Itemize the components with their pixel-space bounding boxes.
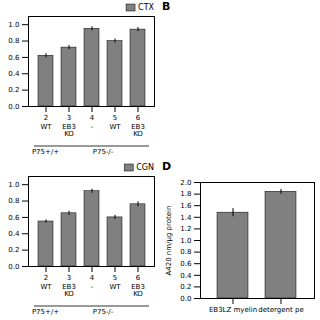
svg-text:5: 5 (113, 114, 117, 122)
svg-text:1.0: 1.0 (8, 181, 19, 189)
svg-text:0.4: 0.4 (8, 230, 20, 238)
svg-text:EB3LZ myelin: EB3LZ myelin (209, 306, 257, 314)
svg-text:0.6: 0.6 (180, 260, 192, 268)
svg-text:6: 6 (136, 114, 141, 122)
svg-text:3: 3 (67, 114, 71, 122)
svg-text:EB3KO: EB3KO (131, 283, 145, 298)
svg-text:0.8: 0.8 (8, 37, 19, 45)
svg-text:detergent pe: detergent pe (258, 306, 303, 314)
svg-text:0.2: 0.2 (8, 86, 19, 94)
svg-text:P75+/+: P75+/+ (32, 148, 59, 156)
svg-text:5: 5 (113, 274, 117, 282)
svg-text:0.4: 0.4 (180, 272, 192, 280)
svg-text:1.6: 1.6 (180, 202, 192, 210)
svg-text:WT: WT (109, 283, 121, 291)
html-text:D: D (162, 160, 172, 173)
svg-text:6: 6 (136, 274, 141, 282)
svg-text:1.2: 1.2 (180, 225, 191, 233)
svg-text:WT: WT (40, 283, 52, 291)
svg-text:WT: WT (109, 123, 121, 131)
svg-text:2.0: 2.0 (180, 179, 191, 187)
svg-text:0.0: 0.0 (180, 295, 191, 303)
svg-text:3: 3 (67, 274, 71, 282)
svg-text:WT: WT (40, 123, 52, 131)
svg-text:A420 nm/µg protein: A420 nm/µg protein (165, 206, 173, 276)
svg-text:0.0: 0.0 (8, 263, 19, 271)
svg-text:0.6: 0.6 (8, 214, 20, 222)
svg-text:4: 4 (90, 274, 95, 282)
svg-text:0.4: 0.4 (8, 70, 20, 78)
svg-text:0.2: 0.2 (8, 246, 19, 254)
svg-text:4: 4 (90, 114, 95, 122)
svg-text:0.0: 0.0 (8, 103, 19, 111)
svg-text:EB3KO: EB3KO (62, 123, 76, 138)
svg-text:1.4: 1.4 (180, 214, 192, 222)
svg-text:EB3KO: EB3KO (62, 283, 76, 298)
svg-text:EB3KO: EB3KO (131, 123, 145, 138)
svg-text:-: - (91, 283, 94, 291)
svg-text:1.0: 1.0 (8, 21, 19, 29)
svg-text:1.8: 1.8 (180, 190, 191, 198)
svg-text:P75-/-: P75-/- (93, 148, 114, 156)
svg-text:CTX: CTX (138, 3, 154, 12)
svg-text:-: - (91, 123, 94, 131)
svg-text:0.2: 0.2 (180, 283, 191, 291)
svg-text:0.6: 0.6 (8, 54, 20, 62)
svg-text:0.8: 0.8 (8, 197, 19, 205)
svg-text:CGN: CGN (136, 163, 154, 172)
svg-text:P75-/-: P75-/- (93, 308, 114, 316)
svg-text:1.0: 1.0 (180, 237, 191, 245)
svg-text:2: 2 (44, 274, 48, 282)
svg-text:2: 2 (44, 114, 48, 122)
html-text:B: B (162, 0, 171, 13)
svg-text:P75+/+: P75+/+ (32, 308, 59, 316)
svg-text:0.8: 0.8 (180, 248, 191, 256)
